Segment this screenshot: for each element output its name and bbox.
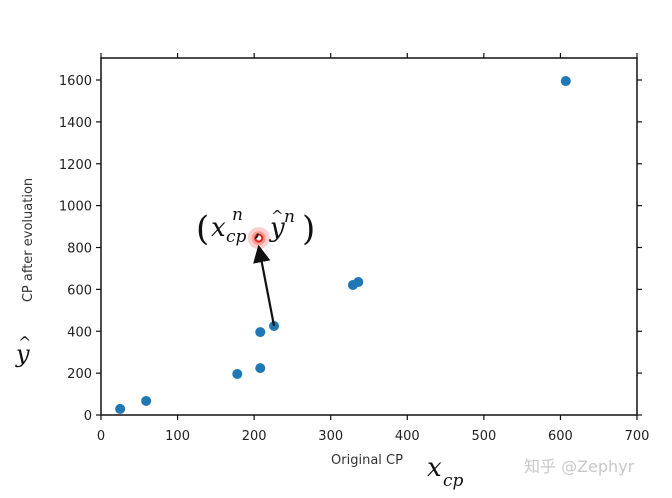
watermark: 知乎 @Zephyr [524,457,635,476]
x-tick-label: 700 [625,429,650,444]
svg-text:n: n [284,207,295,227]
y-tick-label: 600 [67,283,92,298]
x-tick-label: 100 [165,429,190,444]
highlighted-point [247,227,270,250]
y-tick-label: 1600 [59,74,92,89]
highlight-marker [254,233,264,243]
data-point [232,368,243,379]
svg-text:x: x [211,213,226,243]
y-tick-label: 400 [67,325,92,340]
y-axis-label: CP after evoluation [21,178,36,302]
y-tick-label: 200 [67,367,92,382]
y-tick-label: 1000 [59,200,92,215]
data-points [115,76,571,414]
x-axis-label: Original CP [331,453,403,468]
x-tick-label: 400 [395,429,420,444]
data-point [353,277,364,288]
x-tick-label: 600 [548,429,573,444]
svg-text:y: y [269,213,285,243]
y-hat-math-label: y ^ [15,333,31,368]
y-tick-label: 800 [67,242,92,257]
svg-text:,: , [254,217,261,242]
svg-text:(: ( [196,209,209,249]
svg-text:cp: cp [226,227,247,247]
data-point [141,395,152,406]
point-annotation: ( x n cp , y ^ n ) [196,205,315,249]
y-axis: 0 200 400 600 800 1000 1200 1400 1600 [59,74,642,424]
svg-text:cp: cp [443,471,464,491]
data-point [255,363,266,374]
data-point [115,403,126,414]
x-tick-label: 0 [97,429,105,444]
x-math-label: x cp [427,453,464,491]
x-tick-label: 500 [471,429,496,444]
svg-text:^: ^ [271,207,284,225]
svg-text:n: n [232,205,243,225]
annotation-arrow [253,244,276,327]
plot-frame [100,57,638,416]
x-axis: 0 100 200 300 400 500 600 700 [97,53,650,444]
y-tick-label: 1200 [59,158,92,173]
svg-text:): ) [302,209,315,249]
y-tick-label: 0 [84,409,92,424]
svg-text:x: x [427,453,442,483]
svg-text:^: ^ [18,333,31,352]
data-point [255,327,266,338]
x-tick-label: 200 [242,429,267,444]
svg-text:y: y [15,340,30,368]
x-tick-label: 300 [318,429,343,444]
y-tick-label: 1400 [59,116,92,131]
data-point [560,76,571,87]
